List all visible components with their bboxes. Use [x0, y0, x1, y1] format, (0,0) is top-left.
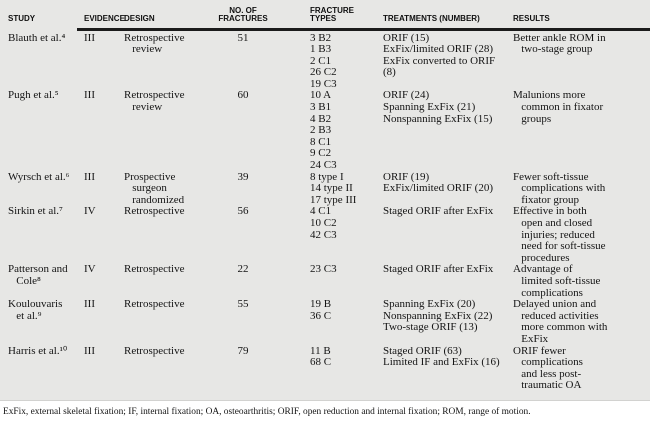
cell-study: Koulouvaris et al.⁹ — [8, 298, 63, 322]
table-row: Patterson and Cole⁸ IV Retrospective 22 … — [0, 264, 650, 299]
column-header-types: FRACTURE TYPES — [310, 5, 354, 24]
cell-results: Better ankle ROM in two-stage group — [513, 31, 606, 56]
cell-fractures: 79 — [237, 344, 249, 357]
cell-types: 11 B 68 C — [310, 344, 332, 369]
cell-evidence: III — [84, 89, 95, 102]
cell-study: Pugh et al.⁵ — [8, 89, 59, 102]
cell-study: Harris et al.¹⁰ — [8, 344, 68, 357]
column-header-results: RESULTS — [513, 14, 550, 24]
cell-evidence: IV — [84, 205, 96, 218]
cell-fractures: 60 — [237, 89, 249, 102]
column-header-design: DESIGN — [124, 14, 155, 24]
cell-study: Wyrsch et al.⁶ — [8, 170, 70, 183]
cell-study: Sirkin et al.⁷ — [8, 205, 63, 218]
table-row: Pugh et al.⁵ III Retrospective review 60… — [0, 90, 650, 171]
cell-types: 8 type I 14 type II 17 type III — [310, 170, 357, 206]
cell-study: Blauth et al.⁴ — [8, 31, 66, 44]
cell-treatments: Staged ORIF after ExFix — [383, 205, 494, 218]
cell-results: Advantage of limited soft-tissue complic… — [513, 263, 601, 299]
cell-design: Retrospective review — [124, 89, 185, 114]
cell-evidence: IV — [84, 263, 96, 276]
cell-evidence: III — [84, 298, 95, 311]
cell-results: Delayed union and reduced activities mor… — [513, 298, 608, 345]
table-row: Koulouvaris et al.⁹ III Retrospective 55… — [0, 298, 650, 345]
table-header-row: STUDY EVIDENCE DESIGN NO. OF FRACTURES F… — [0, 5, 650, 24]
column-header-treatments: TREATMENTS (NUMBER) — [383, 14, 480, 24]
cell-treatments: Spanning ExFix (20) Nonspanning ExFix (2… — [383, 298, 493, 334]
cell-fractures: 39 — [237, 170, 249, 183]
cell-treatments: Staged ORIF after ExFix — [383, 263, 494, 276]
cell-design: Retrospective — [124, 263, 185, 276]
cell-types: 19 B 36 C — [310, 298, 332, 322]
cell-results: Fewer soft-tissue complications with fix… — [513, 170, 606, 206]
cell-design: Prospective surgeon randomized — [124, 170, 185, 206]
cell-design: Retrospective review — [124, 31, 185, 56]
cell-results: Malunions more common in fixator groups — [513, 89, 604, 125]
cell-study: Patterson and Cole⁸ — [8, 263, 68, 287]
footnote-area: ExFix, external skeletal fixation; IF, i… — [0, 401, 650, 418]
cell-types: 3 B2 1 B3 2 C1 26 C2 19 C3 — [310, 31, 337, 90]
table-row: Sirkin et al.⁷ IV Retrospective 56 4 C1 … — [0, 206, 650, 264]
cell-evidence: III — [84, 170, 95, 183]
cell-treatments: ORIF (15) ExFix/limited ORIF (28) ExFix … — [383, 31, 496, 79]
cell-types: 4 C1 10 C2 42 C3 — [310, 205, 337, 241]
cell-treatments: ORIF (24) Spanning ExFix (21) Nonspannin… — [383, 89, 493, 125]
column-header-evidence: EVIDENCE — [84, 14, 125, 24]
cell-evidence: III — [84, 344, 95, 357]
column-header-fractures: NO. OF FRACTURES — [218, 5, 268, 24]
cell-treatments: ORIF (19) ExFix/limited ORIF (20) — [383, 170, 493, 195]
cell-design: Retrospective — [124, 205, 185, 218]
cell-fractures: 22 — [237, 263, 249, 276]
cell-treatments: Staged ORIF (63) Limited IF and ExFix (1… — [383, 344, 500, 369]
table-row: Wyrsch et al.⁶ III Prospective surgeon r… — [0, 170, 650, 207]
cell-results: ORIF fewer complications and less post- … — [513, 344, 583, 392]
cell-fractures: 51 — [237, 31, 249, 44]
cell-evidence: III — [84, 31, 95, 44]
cell-design: Retrospective — [124, 344, 185, 357]
header-rule — [77, 28, 650, 31]
cell-types: 23 C3 — [310, 263, 337, 276]
abbreviations-footnote: ExFix, external skeletal fixation; IF, i… — [3, 407, 531, 417]
studies-table: STUDY EVIDENCE DESIGN NO. OF FRACTURES F… — [0, 0, 650, 401]
cell-results: Effective in both open and closed injuri… — [513, 205, 606, 264]
table-row: Blauth et al.⁴ III Retrospective review … — [0, 31, 650, 91]
table-body: Blauth et al.⁴ III Retrospective review … — [0, 31, 650, 392]
cell-types: 10 A 3 B1 4 B2 2 B3 8 C1 9 C2 24 C3 — [310, 89, 337, 172]
cell-design: Retrospective — [124, 298, 185, 311]
column-header-study: STUDY — [8, 14, 36, 24]
cell-fractures: 55 — [237, 298, 249, 311]
table-row: Harris et al.¹⁰ III Retrospective 79 11 … — [0, 344, 650, 392]
cell-fractures: 56 — [237, 205, 249, 218]
